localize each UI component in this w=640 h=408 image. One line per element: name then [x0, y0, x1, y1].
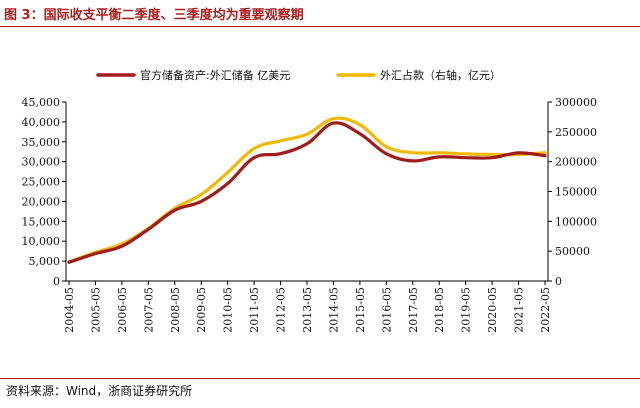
legend-label-fx-funds: 外汇占款（右轴，亿元）: [380, 68, 501, 82]
x-tick-label: 2012-05: [275, 287, 288, 333]
legend-label-fx-reserves: 官方储备资产:外汇储备 亿美元: [140, 68, 290, 82]
x-tick-label: 2004-05: [63, 287, 76, 333]
x-tick-label: 2007-05: [142, 287, 155, 333]
x-tick-label: 2006-05: [116, 287, 129, 333]
x-tick-label: 2021-05: [513, 287, 526, 333]
right-tick-label: 250000: [555, 126, 597, 139]
x-tick-label: 2013-05: [301, 287, 314, 333]
figure-title: 图 3：国际收支平衡二季度、三季度均为重要观察期: [4, 8, 304, 23]
x-tick-label: 2015-05: [354, 287, 367, 333]
x-tick-label: 2005-05: [89, 287, 102, 333]
x-tick-label: 2018-05: [433, 287, 446, 333]
x-tick-label: 2010-05: [222, 287, 235, 333]
left-tick-label: 5,000: [29, 255, 61, 268]
left-tick-label: 30,000: [22, 156, 61, 169]
left-tick-label: 20,000: [22, 195, 61, 208]
x-tick-label: 2019-05: [460, 287, 473, 333]
left-tick-label: 10,000: [22, 235, 61, 248]
series-line-fx-funds: [67, 116, 547, 264]
right-tick-label: 300000: [555, 96, 597, 109]
right-tick-label: 50000: [555, 245, 590, 258]
title-rule: [0, 26, 640, 27]
right-tick-label: 200000: [555, 156, 597, 169]
x-tick-label: 2017-05: [407, 287, 420, 333]
right-tick-label: 100000: [555, 215, 597, 228]
x-tick-label: 2016-05: [380, 287, 393, 333]
right-tick-label: 150000: [555, 186, 597, 199]
x-tick-label: 2009-05: [195, 287, 208, 333]
left-tick-label: 35,000: [22, 136, 61, 149]
x-tick-label: 2014-05: [327, 287, 340, 333]
left-tick-label: 0: [53, 275, 60, 288]
x-tick-label: 2020-05: [486, 287, 499, 333]
x-tick-label: 2008-05: [169, 287, 182, 333]
left-tick-label: 25,000: [22, 176, 61, 189]
left-tick-label: 40,000: [22, 116, 61, 129]
series-line-fx-reserves: [67, 121, 547, 264]
left-tick-label: 45,000: [22, 96, 61, 109]
x-tick-label: 2011-05: [248, 287, 261, 333]
legend: 官方储备资产:外汇储备 亿美元 外汇占款（右轴，亿元）: [96, 68, 501, 82]
right-tick-label: 0: [555, 275, 562, 288]
x-tick-label: 2022-05: [539, 287, 552, 333]
source-rule: [0, 378, 640, 379]
source-note: 资料来源：Wind，浙商证券研究所: [6, 384, 193, 398]
chart: 官方储备资产:外汇储备 亿美元 外汇占款（右轴，亿元） 0 5,000 10,000 1…: [22, 68, 598, 333]
left-tick-label: 15,000: [22, 215, 61, 228]
axes: 0 5,000 10,000 15,000 20,000 25,000 30,000 35,0…: [22, 96, 598, 333]
series-lines: [67, 116, 547, 264]
